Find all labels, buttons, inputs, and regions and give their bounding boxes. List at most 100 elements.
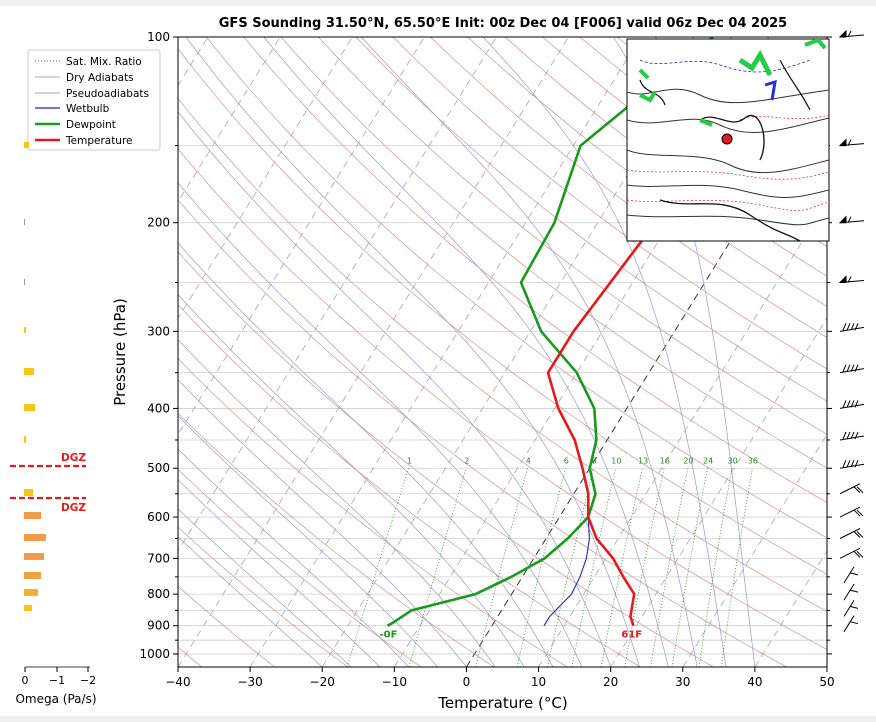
location-marker bbox=[721, 133, 733, 145]
mixing-ratio-labels: 1 2 4 6 8 10 13 16 20 24 30 36 bbox=[407, 457, 758, 466]
pressure-axis: 100 200 300 400 500 600 700 800 900 1000 bbox=[139, 30, 832, 661]
wind-barb bbox=[839, 506, 864, 518]
moist-adiabat bbox=[178, 182, 583, 667]
y-tick-label: 100 bbox=[147, 30, 170, 44]
surface-temperature-label: 61F bbox=[621, 630, 642, 641]
plot-frame bbox=[177, 36, 828, 668]
wind-barb bbox=[839, 364, 865, 374]
wind-barb bbox=[838, 29, 865, 38]
dewpoint-profile bbox=[386, 37, 714, 627]
wind-barb bbox=[843, 615, 859, 632]
dry-adiabat bbox=[355, 37, 827, 402]
mixing-ratio-label: 13 bbox=[638, 457, 648, 466]
legend: Sat. Mix. Ratio Dry Adiabats Pseudoadiab… bbox=[27, 49, 161, 151]
y-tick-label: 400 bbox=[147, 401, 170, 415]
wind-barb bbox=[839, 431, 865, 441]
dgz-label-top: DGZ bbox=[61, 452, 86, 464]
wind-barb bbox=[839, 528, 864, 539]
wind-barb bbox=[843, 600, 859, 617]
profile-lines bbox=[386, 37, 827, 627]
moist-adiabat bbox=[613, 37, 756, 667]
y-tick-label: 1000 bbox=[139, 647, 170, 661]
dry-adiabat bbox=[243, 37, 827, 503]
x-tick-label: −30 bbox=[237, 675, 262, 689]
legend-temperature: Temperature bbox=[65, 135, 133, 147]
dry-adiabat bbox=[430, 37, 827, 338]
isotherm-line bbox=[178, 37, 281, 203]
y-tick-label: 900 bbox=[147, 619, 170, 633]
mixing-ratio-label: 10 bbox=[611, 457, 621, 466]
temperature-axis: −40 −30 −20 −10 0 10 20 30 40 50 bbox=[165, 667, 835, 689]
mixing-ratio-label: 20 bbox=[683, 457, 693, 466]
x-tick-label: −20 bbox=[310, 675, 335, 689]
mixing-ratio-line bbox=[408, 468, 467, 667]
legend-pseudoadiabats: Pseudoadiabats bbox=[66, 88, 149, 100]
legend-wetbulb: Wetbulb bbox=[66, 103, 110, 115]
x-tick-label: 50 bbox=[819, 675, 834, 689]
moist-adiabat bbox=[178, 294, 525, 667]
dry-adiabat bbox=[178, 412, 495, 667]
omega-tick-0: 0 bbox=[22, 674, 29, 687]
wind-barb bbox=[839, 400, 865, 409]
moist-adiabat bbox=[482, 37, 727, 667]
dry-adiabat bbox=[206, 37, 827, 539]
dry-adiabat bbox=[178, 526, 349, 667]
dry-adiabat bbox=[178, 304, 641, 667]
dry-adiabat bbox=[318, 37, 827, 435]
omega-panel: 0 −1 −2 Omega (Pa/s) DGZ DGZ bbox=[10, 142, 97, 706]
y-tick-label: 600 bbox=[147, 510, 170, 524]
isotherm-line bbox=[178, 37, 353, 319]
wind-barb bbox=[839, 323, 865, 332]
moist-adiabat bbox=[178, 111, 612, 667]
chart-title: GFS Sounding 31.50°N, 65.50°E Init: 00z … bbox=[219, 16, 787, 31]
mixing-ratio-label: 24 bbox=[703, 457, 713, 466]
dry-adiabat bbox=[392, 37, 827, 370]
y-tick-label: 700 bbox=[147, 551, 170, 565]
x-tick-label: 10 bbox=[531, 675, 546, 689]
dry-adiabat bbox=[178, 48, 827, 575]
mixing-ratio-line bbox=[721, 468, 753, 667]
mixing-ratio-label: 8 bbox=[592, 457, 597, 466]
dgz-label-bottom: DGZ bbox=[61, 502, 86, 514]
moist-adiabat bbox=[178, 379, 467, 667]
bottom-strip bbox=[0, 716, 876, 722]
isotherm-line bbox=[610, 317, 827, 667]
isotherm-line bbox=[178, 37, 569, 667]
wind-barbs bbox=[838, 29, 865, 632]
x-tick-label: −10 bbox=[382, 675, 407, 689]
isotherm-line bbox=[538, 200, 827, 667]
moist-adiabat bbox=[185, 37, 640, 667]
x-tick-label: 0 bbox=[463, 675, 471, 689]
y-axis-label: Pressure (hPa) bbox=[111, 298, 129, 406]
mixing-ratio-line bbox=[571, 468, 617, 667]
mixing-ratio-line bbox=[547, 468, 594, 667]
moist-adiabat bbox=[178, 339, 496, 667]
mixing-ratio-label: 1 bbox=[407, 457, 412, 466]
wind-barb bbox=[838, 138, 865, 147]
temperature-profile bbox=[546, 68, 827, 627]
wind-barb bbox=[838, 275, 865, 283]
x-tick-label: 40 bbox=[747, 675, 762, 689]
isotherm-line bbox=[249, 37, 642, 667]
legend-mixing-ratio: Sat. Mix. Ratio bbox=[66, 56, 142, 68]
mixing-ratio-label: 36 bbox=[748, 457, 758, 466]
isotherm-line bbox=[682, 433, 827, 667]
mixing-ratio-line bbox=[475, 468, 528, 667]
x-axis-label: Temperature (°C) bbox=[437, 694, 567, 712]
isotherm-line bbox=[178, 37, 425, 436]
wind-barb bbox=[839, 547, 864, 559]
y-tick-label: 800 bbox=[147, 587, 170, 601]
moist-adiabat bbox=[361, 37, 698, 667]
y-tick-label: 200 bbox=[147, 216, 170, 230]
moist-adiabat bbox=[178, 508, 352, 667]
omega-tick-1: −1 bbox=[49, 674, 65, 687]
moist-adiabat bbox=[263, 37, 669, 667]
moist-adiabat bbox=[178, 479, 381, 667]
isotherm-line bbox=[754, 549, 827, 667]
inset-map bbox=[626, 38, 830, 242]
dry-adiabat bbox=[178, 251, 714, 667]
dry-adiabat bbox=[467, 37, 827, 307]
x-tick-label: 20 bbox=[603, 675, 618, 689]
isotherm-line bbox=[826, 666, 827, 667]
